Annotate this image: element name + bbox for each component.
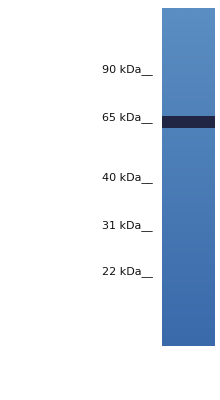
Text: 90 kDa__: 90 kDa__ [102, 64, 153, 76]
Text: 40 kDa__: 40 kDa__ [102, 172, 153, 184]
Text: 31 kDa__: 31 kDa__ [102, 220, 153, 232]
Bar [162, 116, 214, 128]
Text: 22 kDa__: 22 kDa__ [102, 266, 153, 278]
Text: 65 kDa__: 65 kDa__ [102, 112, 153, 124]
